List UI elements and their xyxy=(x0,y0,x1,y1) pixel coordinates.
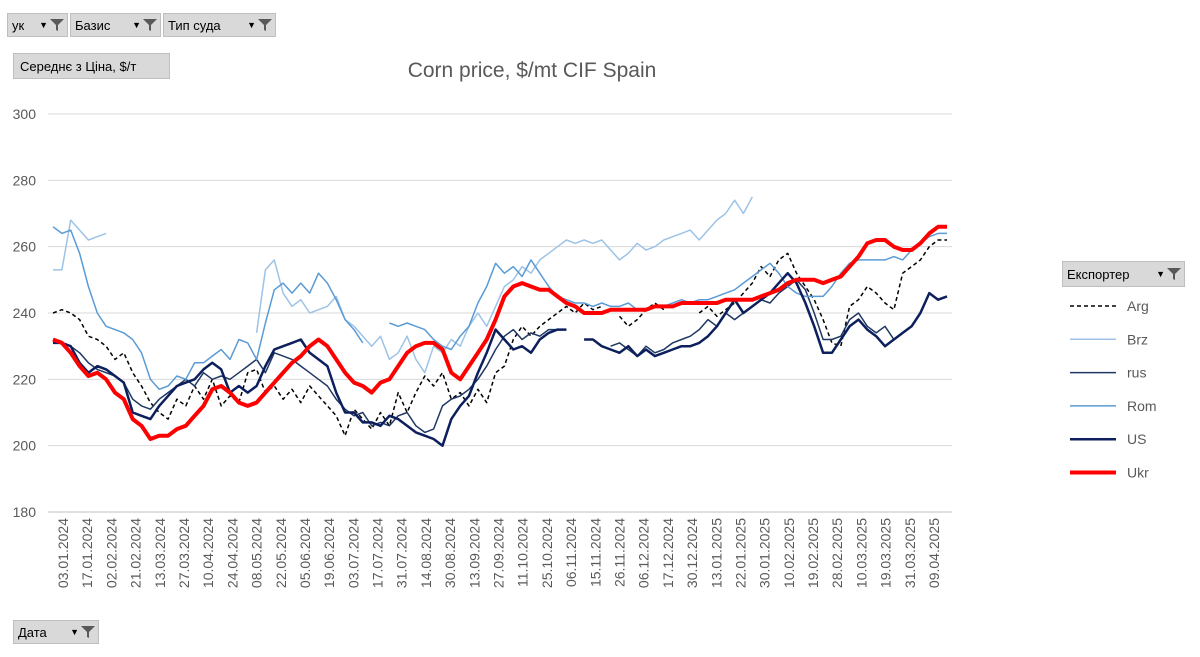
x-tick-label: 17.07.2024 xyxy=(370,518,386,588)
x-tick-label: 15.11.2024 xyxy=(587,518,603,587)
series-line-ukr xyxy=(52,224,947,441)
x-tick-label: 10.03.2025 xyxy=(853,518,869,588)
filter-label: ук xyxy=(12,17,25,33)
filter-icon xyxy=(50,19,64,31)
x-tick-label: 30.12.2024 xyxy=(684,518,700,588)
legend-item-us[interactable]: US xyxy=(1070,431,1146,447)
x-tick-label: 17.01.2024 xyxy=(79,518,95,588)
x-tick-label: 22.01.2025 xyxy=(732,518,748,588)
x-tick-label: 13.09.2024 xyxy=(466,518,482,588)
series-line-rus xyxy=(52,328,567,434)
y-tick-label: 300 xyxy=(13,106,37,122)
x-tick-label: 11.10.2024 xyxy=(515,518,531,587)
y-tick-label: 220 xyxy=(13,371,37,387)
x-tick-label: 02.02.2024 xyxy=(103,518,119,588)
dropdown-arrow-icon: ▼ xyxy=(70,627,79,637)
x-tick-label: 19.02.2025 xyxy=(805,518,821,588)
y-tick-label: 260 xyxy=(13,239,37,255)
legend-item-arg[interactable]: Arg xyxy=(1070,298,1149,314)
x-tick-label: 19.03.2025 xyxy=(878,518,894,588)
x-tick-label: 10.04.2024 xyxy=(200,518,216,588)
legend-item-rom[interactable]: Rom xyxy=(1070,398,1157,414)
legend-field-button-exporter[interactable]: Експортер ▼ xyxy=(1062,261,1185,287)
x-tick-label: 03.07.2024 xyxy=(345,518,361,588)
x-tick-label: 26.11.2024 xyxy=(611,518,627,587)
filter-button-vessel-type[interactable]: Тип суда ▼ xyxy=(163,13,276,37)
x-tick-label: 30.08.2024 xyxy=(442,518,458,588)
legend-label: US xyxy=(1127,431,1146,447)
filter-icon xyxy=(258,19,272,31)
legend-item-brz[interactable]: Brz xyxy=(1070,331,1148,347)
legend-label: Arg xyxy=(1127,298,1149,314)
x-tick-label: 05.06.2024 xyxy=(297,518,313,588)
y-axis-ticks: 180 200 220 240 260 280 300 xyxy=(13,106,37,520)
dropdown-arrow-icon: ▼ xyxy=(39,20,48,30)
filter-button-uk[interactable]: ук ▼ xyxy=(7,13,68,37)
x-tick-label: 10.02.2025 xyxy=(781,518,797,588)
chart-title: Corn price, $/mt CIF Spain xyxy=(408,59,657,82)
series-line-us xyxy=(584,271,948,358)
x-tick-label: 17.12.2024 xyxy=(660,518,676,588)
y-tick-label: 200 xyxy=(13,438,37,454)
axis-field-button-date[interactable]: Дата ▼ xyxy=(13,620,99,644)
dropdown-arrow-icon: ▼ xyxy=(132,20,141,30)
x-tick-label: 31.03.2025 xyxy=(902,518,918,588)
x-tick-label: 28.02.2025 xyxy=(829,518,845,588)
series-line-arg xyxy=(618,302,665,328)
x-tick-label: 09.04.2025 xyxy=(926,518,942,588)
series-line-brz xyxy=(255,196,753,374)
x-tick-label: 30.01.2025 xyxy=(757,518,773,588)
value-field-label: Середнє з Ціна, $/т xyxy=(20,58,137,74)
filter-icon xyxy=(81,626,95,638)
x-tick-label: 22.05.2024 xyxy=(273,518,289,588)
filter-label: Тип суда xyxy=(168,17,221,33)
series-line-rom xyxy=(52,226,364,391)
series-line-brz xyxy=(53,219,107,271)
legend-field-label: Експортер xyxy=(1067,266,1130,282)
x-tick-label: 06.11.2024 xyxy=(563,518,579,587)
y-tick-label: 240 xyxy=(13,305,37,321)
series-line-us xyxy=(53,328,567,447)
filter-icon xyxy=(143,19,157,31)
x-tick-label: 03.01.2024 xyxy=(55,518,71,588)
x-tick-label: 24.04.2024 xyxy=(224,518,240,588)
legend-label: Brz xyxy=(1127,331,1148,347)
legend-label: Ukr xyxy=(1127,465,1149,481)
legend: Arg Brz rus Rom US Ukr xyxy=(1070,298,1157,481)
x-tick-label: 14.08.2024 xyxy=(418,518,434,588)
x-tick-label: 19.06.2024 xyxy=(321,518,337,588)
x-tick-label: 25.10.2024 xyxy=(539,518,555,588)
x-tick-label: 31.07.2024 xyxy=(394,518,410,588)
x-tick-label: 06.12.2024 xyxy=(636,518,652,588)
x-tick-label: 27.03.2024 xyxy=(176,518,192,588)
dropdown-arrow-icon: ▼ xyxy=(247,20,256,30)
legend-label: rus xyxy=(1127,365,1146,381)
series-line-arg xyxy=(698,239,947,347)
x-axis-ticks: 03.01.2024 17.01.2024 02.02.2024 21.02.2024… xyxy=(55,518,942,588)
x-tick-label: 13.01.2025 xyxy=(708,518,724,588)
series-lines xyxy=(52,196,948,447)
y-tick-label: 180 xyxy=(13,504,37,520)
series-line-arg xyxy=(52,302,603,437)
x-tick-label: 21.02.2024 xyxy=(128,518,144,588)
x-tick-label: 08.05.2024 xyxy=(249,518,265,588)
dropdown-arrow-icon: ▼ xyxy=(1156,269,1165,279)
filter-button-basis[interactable]: Базис ▼ xyxy=(70,13,161,37)
legend-item-ukr[interactable]: Ukr xyxy=(1070,465,1149,481)
y-tick-label: 280 xyxy=(13,172,37,188)
filter-icon xyxy=(1167,268,1181,280)
x-tick-label: 13.03.2024 xyxy=(152,518,168,588)
axis-field-label: Дата xyxy=(18,624,47,640)
series-line-rus xyxy=(610,279,895,357)
legend-label: Rom xyxy=(1127,398,1157,414)
filter-label: Базис xyxy=(75,17,111,33)
value-field-button[interactable]: Середнє з Ціна, $/т xyxy=(13,53,170,79)
x-tick-label: 27.09.2024 xyxy=(491,518,507,588)
legend-item-rus[interactable]: rus xyxy=(1070,365,1146,381)
